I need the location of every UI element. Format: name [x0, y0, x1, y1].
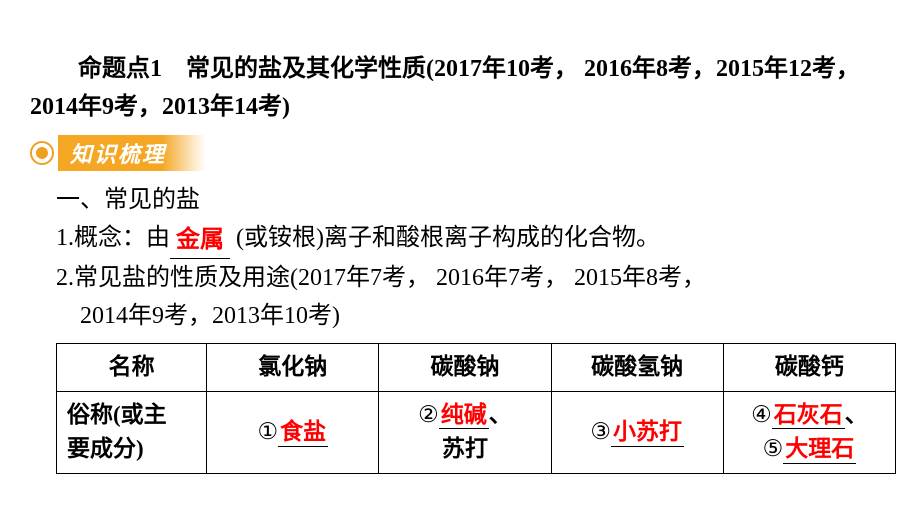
- answer-1: 食盐: [280, 419, 326, 444]
- usage-line-2: 2014年9考，2013年10考): [80, 297, 890, 335]
- blank-4: 石灰石: [772, 401, 845, 430]
- header-nacl: 氯化钠: [207, 344, 379, 392]
- usage-line-1: 2.常见盐的性质及用途(2017年7考， 2016年7考， 2015年8考，: [56, 259, 890, 297]
- header-caco3: 碳酸钙: [723, 344, 895, 392]
- answer-4: 石灰石: [774, 402, 843, 427]
- section-label-text: 知识梳理: [70, 142, 166, 167]
- row-label-common-name: 俗称(或主 要成分): [57, 391, 207, 473]
- num-4: ④: [751, 402, 772, 427]
- table-row: 俗称(或主 要成分) ①食盐 ②纯碱、 苏打 ③小苏打 ④石灰石、 ⑤大理石: [57, 391, 896, 473]
- num-1: ①: [257, 419, 278, 444]
- header-na2co3: 碳酸钠: [379, 344, 551, 392]
- line2-2: 苏打: [442, 436, 488, 461]
- blank-3: 小苏打: [611, 418, 684, 447]
- cell-nacl-common: ①食盐: [207, 391, 379, 473]
- answer-2: 纯碱: [441, 402, 487, 427]
- concept-prefix: 1.概念：由: [56, 225, 170, 251]
- concept-blank: 金属: [170, 219, 230, 258]
- header-name: 名称: [57, 344, 207, 392]
- section-label-box: 知识梳理: [58, 135, 206, 171]
- row-label-line2: 要成分): [67, 436, 144, 461]
- concept-line: 1.概念：由金属 (或铵根)离子和酸根离子构成的化合物。: [56, 219, 890, 258]
- salt-table-container: 名称 氯化钠 碳酸钠 碳酸氢钠 碳酸钙 俗称(或主 要成分) ①食盐 ②纯碱、 …: [56, 343, 890, 474]
- answer-5: 大理石: [785, 436, 854, 461]
- cell-na2co3-common: ②纯碱、 苏打: [379, 391, 551, 473]
- concept-suffix: (或铵根)离子和酸根离子构成的化合物。: [230, 225, 660, 251]
- table-header-row: 名称 氯化钠 碳酸钠 碳酸氢钠 碳酸钙: [57, 344, 896, 392]
- answer-3: 小苏打: [613, 419, 682, 444]
- num-2: ②: [418, 402, 439, 427]
- bullet-icon: [30, 141, 54, 165]
- blank-5: 大理石: [783, 435, 856, 464]
- cell-caco3-common: ④石灰石、 ⑤大理石: [723, 391, 895, 473]
- num-3: ③: [590, 419, 611, 444]
- concept-answer: 金属: [176, 227, 224, 253]
- extra-4: 、: [845, 402, 868, 427]
- header-nahco3: 碳酸氢钠: [551, 344, 723, 392]
- topic-title: 命题点1 常见的盐及其化学性质(2017年10考， 2016年8考，2015年1…: [30, 50, 890, 127]
- blank-1: 食盐: [278, 418, 328, 447]
- blank-2: 纯碱: [439, 401, 489, 430]
- cell-nahco3-common: ③小苏打: [551, 391, 723, 473]
- num-5: ⑤: [763, 436, 784, 461]
- row-label-line1: 俗称(或主: [67, 402, 167, 427]
- salt-table: 名称 氯化钠 碳酸钠 碳酸氢钠 碳酸钙 俗称(或主 要成分) ①食盐 ②纯碱、 …: [56, 343, 896, 474]
- subsection-heading: 一、常见的盐: [56, 181, 890, 219]
- extra-2: 、: [489, 402, 512, 427]
- section-header: 知识梳理: [30, 135, 890, 171]
